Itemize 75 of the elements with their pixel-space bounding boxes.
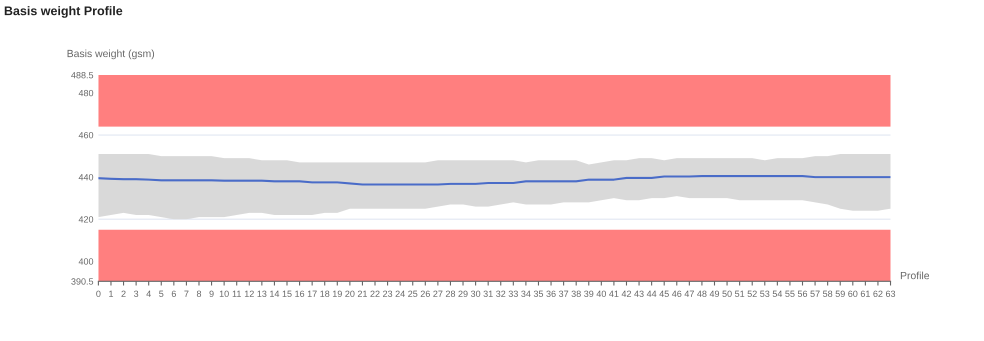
x-tick-label: 3 — [134, 290, 138, 297]
x-tick-label: 6 — [172, 290, 176, 297]
x-tick-label: 13 — [258, 290, 266, 297]
x-tick-label: 45 — [659, 290, 669, 297]
x-tick-label: 50 — [722, 290, 732, 297]
x-tick-label: 53 — [760, 290, 770, 297]
x-tick-label: 22 — [370, 290, 380, 297]
x-tick-label: 54 — [772, 290, 782, 297]
x-tick-label: 59 — [836, 290, 845, 297]
x-tick-label: 30 — [470, 290, 480, 297]
x-tick-label: 17 — [308, 290, 317, 297]
x-tick-label: 12 — [244, 290, 254, 297]
x-tick-label: 8 — [196, 290, 202, 297]
x-tick-label: 42 — [622, 290, 632, 297]
x-tick-label: 16 — [295, 290, 304, 297]
x-tick-label: 39 — [584, 290, 594, 297]
x-tick-label: 4 — [146, 290, 151, 297]
x-tick-label: 37 — [558, 290, 568, 297]
x-tick-label: 21 — [358, 290, 368, 297]
x-tick-label: 43 — [634, 290, 644, 297]
x-tick-label: 44 — [646, 290, 656, 297]
x-tick-label: 55 — [785, 290, 795, 297]
x-tick-label: 38 — [572, 290, 581, 297]
x-tick-label: 40 — [596, 290, 606, 297]
x-axis-title: Profile — [900, 272, 930, 280]
x-tick-label: 49 — [710, 290, 720, 297]
x-tick-label: 31 — [483, 290, 493, 297]
x-tick-label: 48 — [697, 290, 707, 297]
x-tick-label: 56 — [798, 290, 808, 297]
x-tick-label: 34 — [521, 290, 531, 297]
x-tick-label: 23 — [383, 290, 392, 297]
y-tick-label: 460 — [78, 132, 94, 138]
x-tick-label: 29 — [458, 290, 468, 297]
x-tick-label: 24 — [396, 290, 405, 297]
x-tick-label: 36 — [546, 290, 556, 297]
x-tick-label: 9 — [209, 290, 214, 297]
x-tick-label: 46 — [672, 290, 682, 297]
x-tick-label: 63 — [886, 290, 896, 297]
x-tick-label: 52 — [748, 290, 757, 297]
x-tick-label: 33 — [508, 290, 518, 297]
x-tick-label: 18 — [320, 290, 330, 297]
x-tick-label: 14 — [270, 290, 280, 297]
y-axis-title: Basis weight (gsm) — [68, 50, 154, 60]
x-tick-label: 1 — [109, 290, 114, 297]
y-tick-label: 420 — [78, 216, 94, 223]
x-tick-label: 10 — [220, 290, 229, 297]
x-tick-label: 61 — [860, 290, 870, 297]
x-tick-label: 60 — [848, 290, 858, 297]
chart-title: Basis weight Profile — [4, 6, 122, 18]
x-tick-label: 0 — [96, 290, 101, 297]
x-tick-label: 28 — [446, 290, 456, 297]
x-tick-label: 32 — [496, 290, 506, 297]
y-tick-label: 480 — [78, 90, 94, 96]
x-tick-label: 57 — [810, 290, 820, 297]
x-tick-label: 47 — [684, 290, 694, 297]
x-tick-label: 5 — [159, 290, 164, 297]
x-tick-label: 58 — [822, 290, 832, 297]
x-tick-label: 2 — [121, 290, 126, 297]
x-tick-label: 15 — [282, 290, 292, 297]
y-tick-label: 488.5 — [71, 72, 94, 78]
line-series — [98, 175, 891, 186]
x-tick-label: 35 — [534, 290, 544, 297]
x-tick-label: 19 — [332, 290, 342, 297]
x-tick-label: 26 — [420, 290, 430, 297]
x-tick-label: 41 — [609, 290, 618, 297]
y-tick-label: 440 — [78, 174, 94, 180]
y-tick-label: 400 — [78, 258, 94, 265]
x-tick-label: 51 — [734, 290, 744, 297]
x-tick-label: 27 — [433, 290, 442, 297]
x-tick-label: 20 — [345, 290, 355, 297]
x-tick-label: 7 — [184, 290, 188, 297]
x-tick-label: 11 — [232, 290, 241, 297]
x-tick-label: 25 — [408, 290, 418, 297]
x-tick-label: 62 — [873, 290, 883, 297]
y-tick-label: 390.5 — [71, 278, 94, 285]
